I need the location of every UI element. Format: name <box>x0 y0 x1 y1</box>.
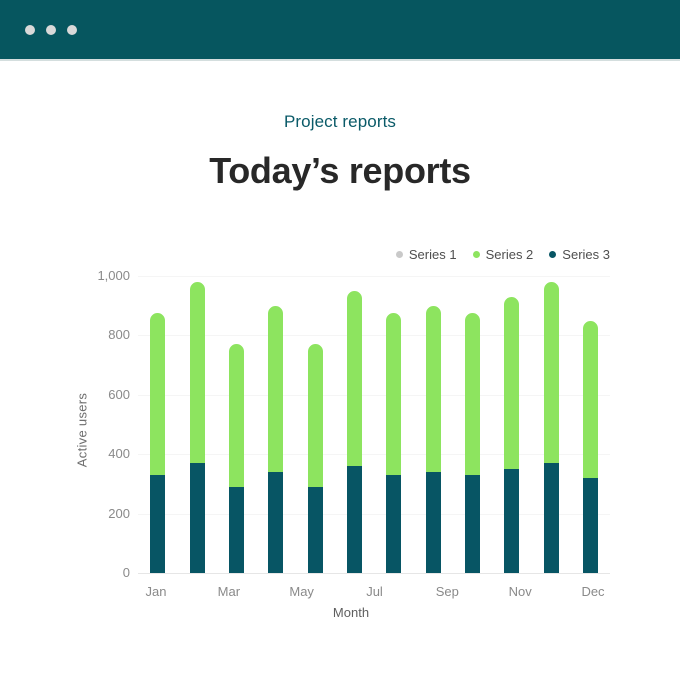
gridline <box>138 276 610 277</box>
bar-jan-series-3[interactable] <box>150 474 166 573</box>
bar-mar-series-2[interactable] <box>228 344 244 487</box>
bar-dec-series-2[interactable] <box>582 320 598 478</box>
bar-oct-series-2[interactable] <box>504 296 520 470</box>
y-tick-label: 600 <box>108 386 130 402</box>
topbar-divider <box>0 59 680 61</box>
bar-feb-series-2[interactable] <box>189 281 205 464</box>
legend-item-series-3[interactable]: Series 3 <box>549 247 610 262</box>
bar-nov-series-3[interactable] <box>543 463 559 573</box>
bar-jul-series-2[interactable] <box>386 313 402 475</box>
bar-sep-series-2[interactable] <box>464 313 480 475</box>
x-tick-label: Nov <box>508 584 532 599</box>
x-axis-line <box>138 573 610 574</box>
bar-may-series-3[interactable] <box>307 486 323 573</box>
legend-item-series-2[interactable]: Series 2 <box>472 247 534 262</box>
legend-label: Series 3 <box>562 247 610 262</box>
x-tick-label: Sep <box>435 584 459 599</box>
gridline <box>138 335 610 337</box>
x-tick-label: Mar <box>217 584 241 599</box>
bar-apr-series-2[interactable] <box>268 305 284 472</box>
bar-jun-series-3[interactable] <box>346 466 362 573</box>
y-tick-label: 400 <box>108 446 130 462</box>
window-dot[interactable] <box>25 25 35 35</box>
window-dot[interactable] <box>46 25 56 35</box>
y-tick-label: 0 <box>122 565 130 580</box>
gridline <box>138 454 610 456</box>
bar-aug-series-3[interactable] <box>425 472 441 573</box>
legend-label: Series 2 <box>485 247 534 262</box>
legend-swatch-icon <box>472 251 480 258</box>
y-tick-label: 1,000 <box>97 268 130 283</box>
x-tick-label: Jul <box>366 584 383 599</box>
bar-mar-series-3[interactable] <box>228 486 244 573</box>
legend-swatch-icon <box>549 251 557 258</box>
bar-feb-series-3[interactable] <box>189 463 205 573</box>
bar-may-series-2[interactable] <box>307 344 323 487</box>
bar-sep-series-3[interactable] <box>464 474 480 573</box>
chart-legend: Series 1 Series 2 Series 3 <box>395 247 610 262</box>
bar-aug-series-2[interactable] <box>425 305 441 472</box>
x-tick-label: May <box>289 584 314 599</box>
browser-topbar <box>0 0 680 59</box>
x-axis-title: Month <box>332 605 370 620</box>
y-tick-label: 200 <box>108 505 130 521</box>
bar-apr-series-3[interactable] <box>268 472 284 573</box>
bar-oct-series-3[interactable] <box>504 469 520 573</box>
x-tick-label: Jan <box>145 584 167 599</box>
x-tick-label: Dec <box>581 584 605 599</box>
y-tick-label: 800 <box>108 327 130 343</box>
bar-jul-series-3[interactable] <box>386 474 402 573</box>
gridline <box>138 394 610 396</box>
window-dot[interactable] <box>67 25 77 35</box>
bar-jan-series-2[interactable] <box>150 313 166 475</box>
page-eyebrow: Project reports <box>283 112 397 131</box>
legend-label: Series 1 <box>408 247 457 262</box>
legend-swatch-icon <box>395 251 403 258</box>
page-title: Today’s reports <box>209 150 471 191</box>
bar-jun-series-2[interactable] <box>346 290 362 467</box>
gridline <box>138 513 610 515</box>
legend-item-series-1[interactable]: Series 1 <box>395 247 457 262</box>
bar-nov-series-2[interactable] <box>543 281 559 464</box>
bar-dec-series-3[interactable] <box>582 477 598 573</box>
window-controls <box>25 25 77 35</box>
